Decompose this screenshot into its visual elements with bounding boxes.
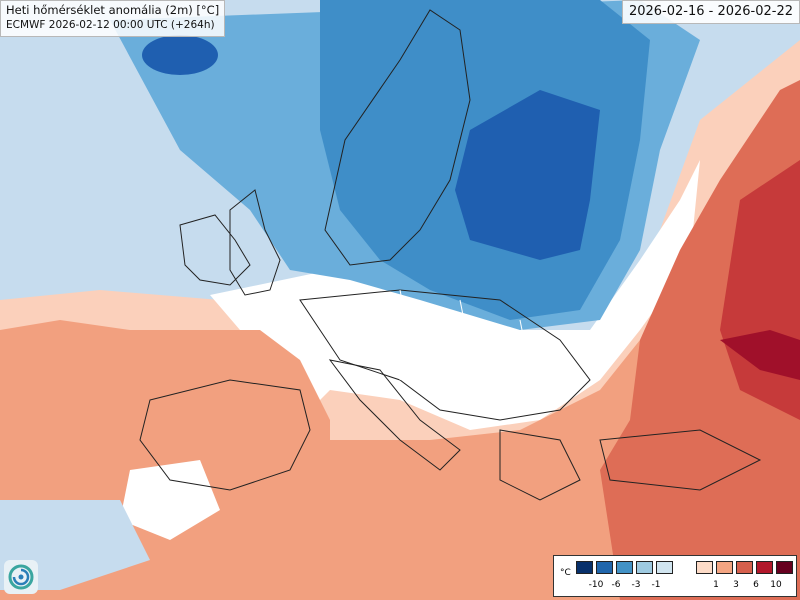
legend-swatch-cold-1: [596, 561, 613, 574]
legend-swatch-warm-0: [696, 561, 713, 574]
legend-tick-warm: 10: [770, 580, 782, 590]
neutral-west-med: [120, 460, 220, 540]
legend-swatch-cold-3: [636, 561, 653, 574]
period-label: 2026-02-16 - 2026-02-22: [621, 0, 800, 24]
legend-swatch-warm-3: [756, 561, 773, 574]
legend-swatch-warm-4: [776, 561, 793, 574]
legend-tick-cold: -1: [651, 580, 661, 590]
legend-tick-warm: 3: [733, 580, 739, 590]
ecmwf-swirl-icon: [4, 560, 38, 594]
legend-tick-warm: 1: [713, 580, 719, 590]
country-borders: [349, 289, 571, 401]
coastlines: [139, 9, 762, 501]
deep-cold-spot-north-sea: [142, 35, 218, 75]
legend-swatch-cold-2: [616, 561, 633, 574]
deep-cold-region: [455, 90, 600, 260]
legend-swatch-cold-4: [656, 561, 673, 574]
legend-tick-warm: 6: [753, 580, 759, 590]
legend-swatch-cold-0: [576, 561, 593, 574]
map-subtitle: ECMWF 2026-02-12 00:00 UTC (+264h): [6, 19, 215, 31]
color-legend: °C -10 -6 -3 -1 1 3 6 10: [553, 555, 797, 597]
legend-tick-cold: -6: [611, 580, 621, 590]
map-title-box: Heti hőmérséklet anomália (2m) [°C] ECMW…: [0, 0, 226, 37]
very-hot-spot: [720, 330, 800, 380]
legend-tick-cold: -3: [631, 580, 641, 590]
legend-swatch-warm-2: [736, 561, 753, 574]
legend-unit: °C: [560, 568, 571, 578]
map-title: Heti hőmérséklet anomália (2m) [°C]: [6, 3, 220, 17]
legend-swatch-warm-1: [716, 561, 733, 574]
legend-tick-cold: -10: [588, 580, 604, 590]
